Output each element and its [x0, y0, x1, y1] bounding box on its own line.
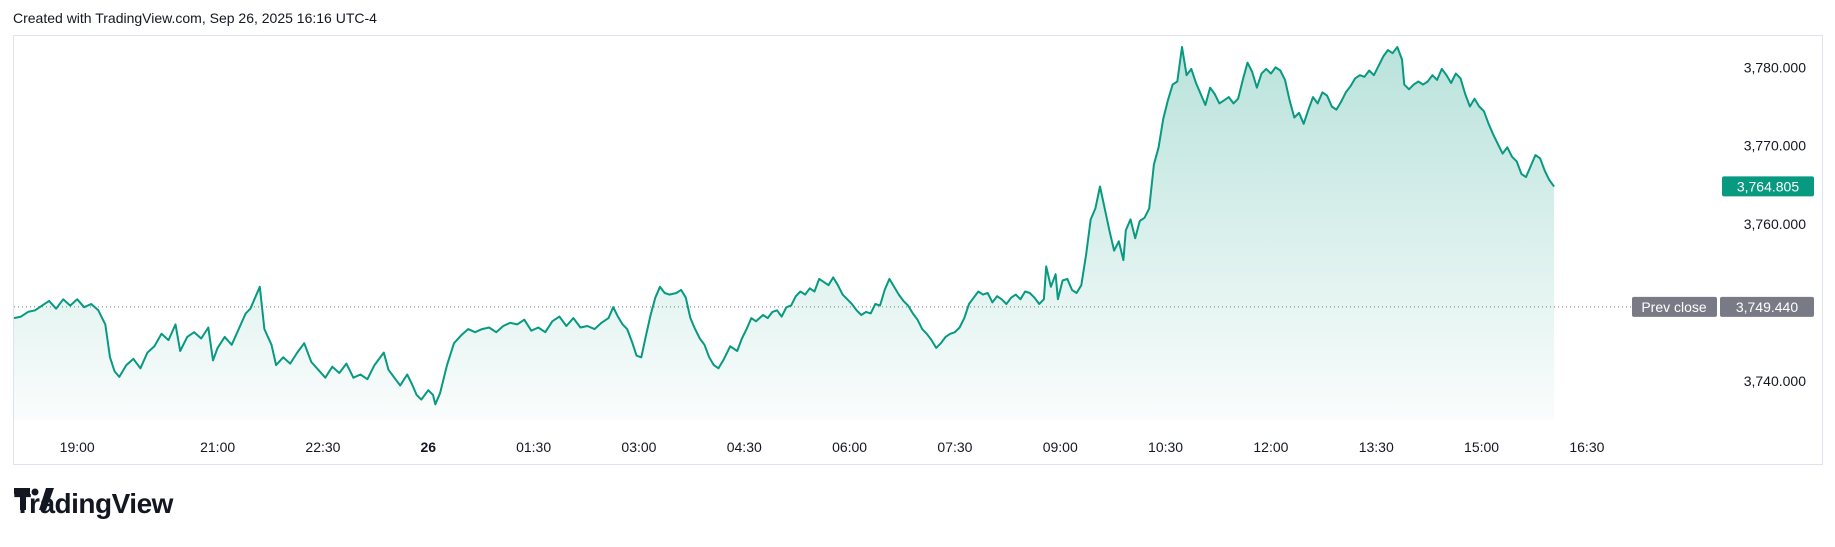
x-tick-label: 06:00 — [832, 439, 867, 455]
prev-close-value: 3,749.440 — [1736, 299, 1798, 315]
y-tick-label: 3,770.000 — [1744, 138, 1806, 154]
last-price-badge: 3,764.805 — [1722, 176, 1814, 197]
x-tick-label: 22:30 — [305, 439, 340, 455]
y-tick-label: 3,780.000 — [1744, 59, 1806, 75]
x-tick-label: 09:00 — [1043, 439, 1078, 455]
last-price-value: 3,764.805 — [1737, 178, 1799, 194]
brand: TradingView — [14, 488, 173, 520]
x-tick-label: 15:00 — [1464, 439, 1499, 455]
price-area-fill — [14, 47, 1555, 420]
brand-name: TradingView — [14, 488, 173, 519]
x-tick-label: 07:30 — [937, 439, 972, 455]
x-tick-label: 03:00 — [621, 439, 656, 455]
y-tick-label: 3,760.000 — [1744, 216, 1806, 232]
x-tick-label: 21:00 — [200, 439, 235, 455]
x-tick-label: 26 — [420, 439, 436, 455]
chart-attribution: Created with TradingView.com, Sep 26, 20… — [13, 10, 377, 26]
prev-close-label: Prev close — [1641, 299, 1707, 315]
x-tick-label: 12:00 — [1253, 439, 1288, 455]
x-tick-label: 13:30 — [1359, 439, 1394, 455]
x-tick-label: 10:30 — [1148, 439, 1183, 455]
y-tick-label: 3,740.000 — [1744, 373, 1806, 389]
x-tick-label: 16:30 — [1569, 439, 1604, 455]
tradingview-logo-icon — [14, 488, 54, 510]
prev-close-badge: Prev close — [1632, 296, 1717, 317]
price-chart[interactable]: 19:00 21:00 22:30 26 01:30 03:00 04:30 06:00 07:… — [0, 0, 1835, 470]
price-line — [13, 46, 1555, 406]
chart-frame[interactable] — [13, 35, 1823, 465]
x-tick-label: 01:30 — [516, 439, 551, 455]
x-tick-label: 04:30 — [727, 439, 762, 455]
prev-close-value-badge: 3,749.440 — [1720, 296, 1814, 317]
x-tick-label: 19:00 — [60, 439, 95, 455]
